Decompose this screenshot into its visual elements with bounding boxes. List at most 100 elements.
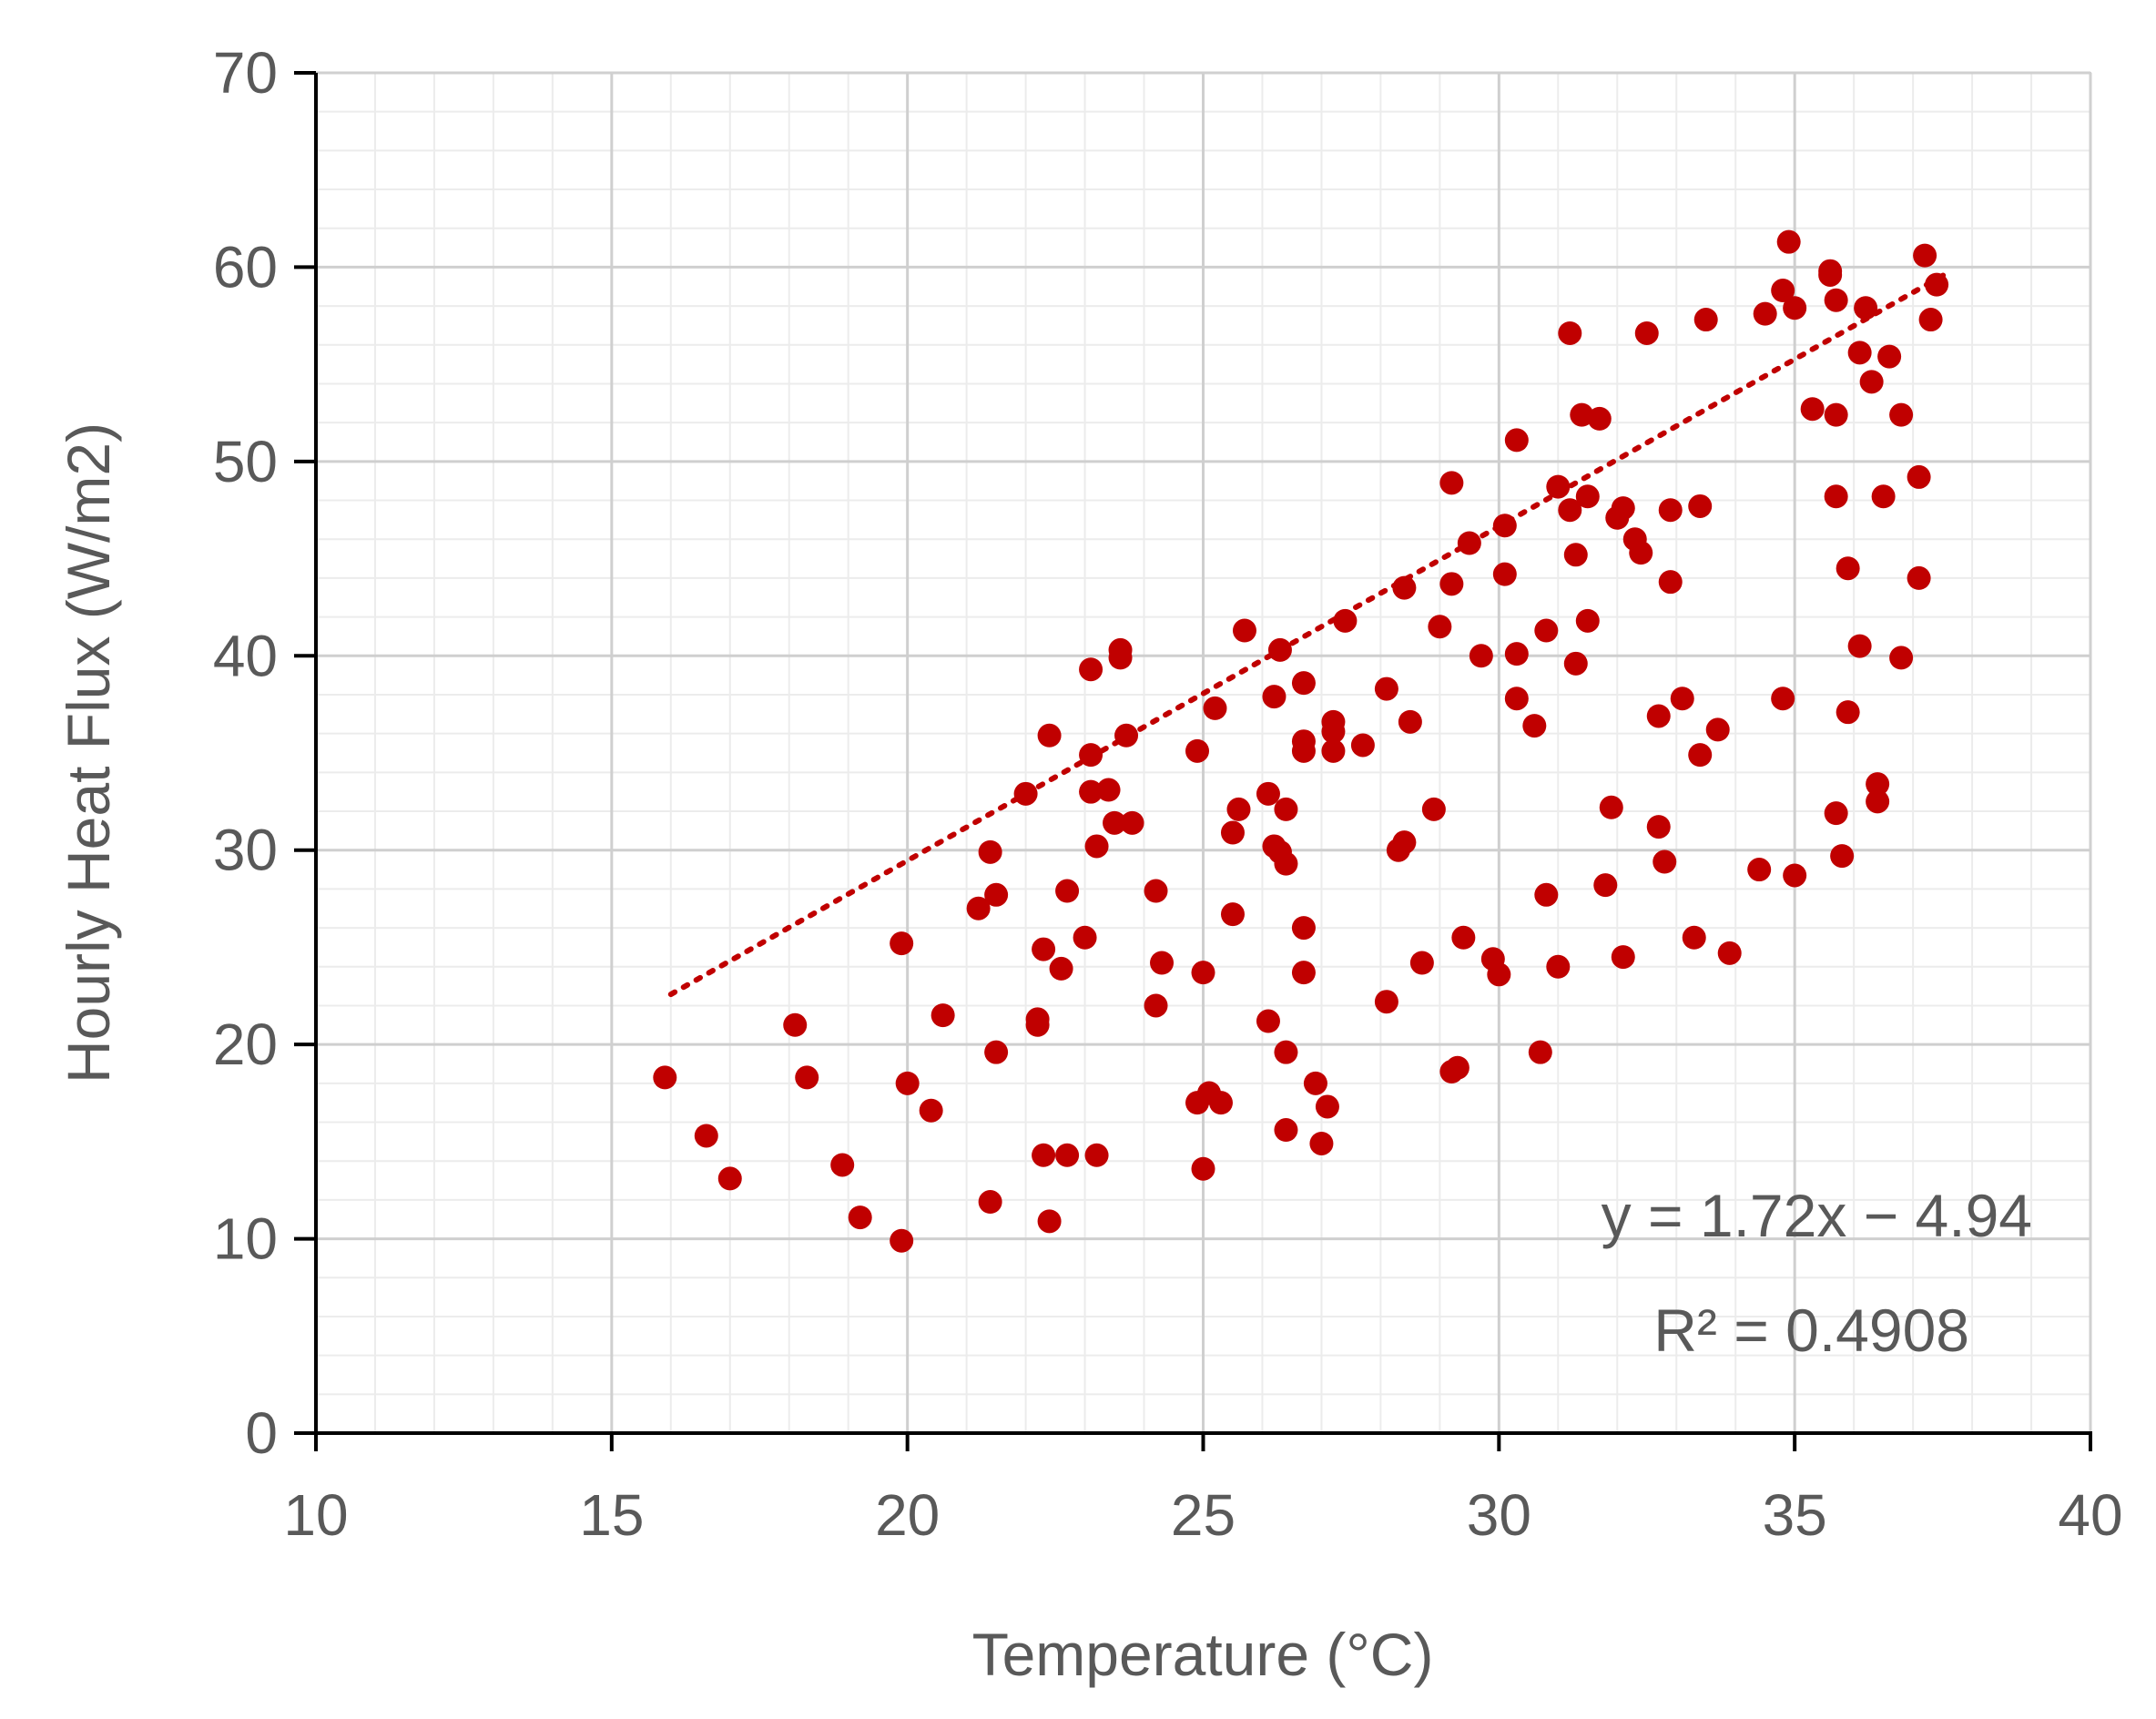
data-point xyxy=(1274,1040,1298,1064)
data-point xyxy=(1771,279,1795,303)
data-point xyxy=(717,1166,742,1191)
data-point xyxy=(1013,781,1038,806)
data-point xyxy=(1032,1143,1056,1167)
data-point xyxy=(1688,743,1713,768)
data-point xyxy=(1321,719,1346,744)
y-tick-label: 30 xyxy=(213,818,278,883)
data-point xyxy=(984,1040,1009,1064)
data-point xyxy=(1079,743,1103,768)
x-tick-label: 30 xyxy=(1467,1482,1531,1548)
data-point xyxy=(1037,723,1062,748)
data-point xyxy=(1321,738,1346,763)
x-tick-label: 35 xyxy=(1763,1482,1827,1548)
data-point xyxy=(1274,1118,1298,1143)
data-point xyxy=(1528,1040,1552,1064)
y-axis-title: Hourly Heat Flux (W/m2) xyxy=(55,422,122,1083)
data-point xyxy=(1374,676,1398,701)
data-point xyxy=(1587,406,1612,431)
data-point xyxy=(1226,797,1251,821)
data-point xyxy=(1889,402,1914,427)
data-point xyxy=(1309,1131,1334,1155)
data-point xyxy=(1256,781,1280,806)
data-point xyxy=(931,1003,955,1028)
data-point xyxy=(1079,779,1103,804)
data-point xyxy=(1717,941,1742,965)
data-point xyxy=(1469,644,1493,668)
data-point xyxy=(1191,961,1215,985)
data-point xyxy=(783,1012,808,1037)
data-point xyxy=(1824,484,1848,509)
data-point xyxy=(1907,464,1931,489)
data-point xyxy=(1274,851,1298,876)
data-point xyxy=(1866,789,1890,814)
data-point xyxy=(1800,397,1825,422)
data-point xyxy=(1611,496,1635,521)
data-point xyxy=(1492,562,1517,586)
data-point xyxy=(1504,642,1529,666)
data-point xyxy=(1025,1007,1050,1032)
y-tick-labels: 0 10 20 30 40 50 60 70 xyxy=(213,40,278,1466)
data-point xyxy=(1037,1209,1062,1234)
data-point xyxy=(1392,575,1417,600)
data-point xyxy=(1599,795,1623,819)
data-point xyxy=(848,1205,872,1230)
data-point xyxy=(1303,1071,1327,1095)
data-point xyxy=(1783,863,1807,888)
data-point xyxy=(895,1071,920,1095)
data-point xyxy=(1847,634,1872,658)
data-point xyxy=(1593,873,1618,898)
data-point xyxy=(1634,320,1659,345)
data-point xyxy=(1776,229,1801,254)
data-point xyxy=(1830,844,1855,869)
data-point xyxy=(1783,296,1807,320)
data-point xyxy=(1185,738,1210,763)
data-point xyxy=(1693,308,1718,332)
data-point xyxy=(890,931,914,956)
data-point xyxy=(1918,308,1943,332)
data-point xyxy=(1534,882,1559,907)
data-point xyxy=(1670,687,1694,711)
x-tick-label: 25 xyxy=(1171,1482,1236,1548)
data-point xyxy=(1575,484,1600,509)
y-tick-label: 50 xyxy=(213,429,278,494)
data-point xyxy=(1392,830,1417,855)
data-point xyxy=(1818,259,1843,283)
data-point xyxy=(1658,570,1683,595)
data-point xyxy=(1262,685,1286,709)
data-point xyxy=(1925,272,1949,297)
data-point xyxy=(1428,615,1452,639)
data-point xyxy=(1563,651,1588,676)
trendline xyxy=(667,270,1952,998)
data-point xyxy=(1374,990,1398,1014)
data-point xyxy=(1220,820,1245,845)
data-point xyxy=(1653,849,1677,874)
data-point xyxy=(795,1065,819,1090)
data-point xyxy=(1291,738,1316,763)
data-point xyxy=(1859,370,1884,394)
data-point xyxy=(1055,1143,1080,1167)
data-point xyxy=(1546,474,1571,499)
data-point xyxy=(1866,772,1890,797)
data-point xyxy=(1492,514,1517,538)
data-point xyxy=(1049,956,1073,981)
data-point xyxy=(1753,301,1777,326)
data-point xyxy=(1291,916,1316,941)
data-point xyxy=(1120,810,1144,835)
data-point xyxy=(1871,484,1896,509)
data-point xyxy=(1487,962,1511,987)
data-point xyxy=(1103,810,1127,835)
x-tick-label: 20 xyxy=(875,1482,940,1548)
data-point xyxy=(1439,471,1464,495)
data-point xyxy=(1457,531,1481,555)
y-tick-label: 60 xyxy=(213,234,278,300)
data-point xyxy=(1558,320,1582,345)
data-point xyxy=(1108,637,1133,662)
data-point xyxy=(1439,572,1464,596)
data-point xyxy=(1646,815,1671,839)
data-point xyxy=(1522,714,1547,738)
data-point xyxy=(1150,951,1175,975)
data-point xyxy=(1191,1156,1215,1181)
data-point xyxy=(1315,1094,1339,1119)
data-point xyxy=(1203,696,1227,720)
